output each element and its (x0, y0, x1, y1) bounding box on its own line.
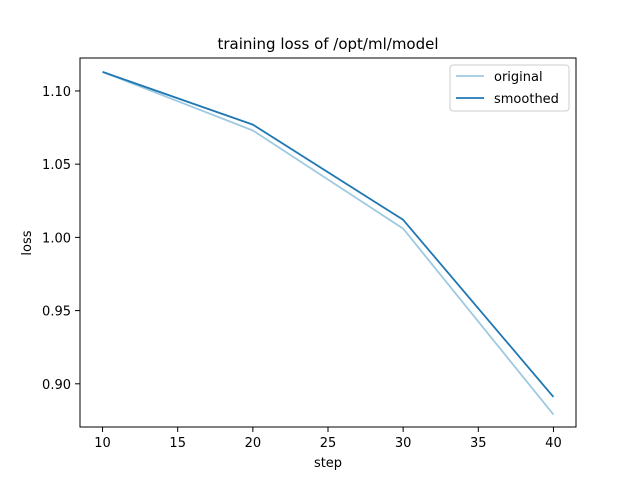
y-tick-label: 0.90 (42, 378, 71, 393)
x-tick-label: 30 (395, 436, 412, 451)
chart-title: training loss of /opt/ml/model (217, 35, 438, 53)
series-line-original (102, 71, 555, 416)
y-axis: 0.90 0.95 1.00 1.05 1.10 (42, 85, 80, 393)
plot-area (102, 71, 555, 416)
series-line-smoothed (102, 71, 555, 398)
x-tick-label: 25 (320, 436, 337, 451)
x-tick-label: 40 (545, 436, 562, 451)
legend: original smoothed (449, 64, 570, 112)
x-axis: 10 15 20 25 30 35 40 (94, 427, 562, 451)
y-tick-label: 1.00 (42, 231, 71, 246)
y-tick-label: 1.10 (42, 85, 71, 100)
y-tick-label: 0.95 (42, 305, 71, 320)
x-tick-label: 15 (169, 436, 186, 451)
y-axis-label: loss (20, 230, 35, 255)
x-tick-label: 20 (245, 436, 262, 451)
x-tick-label: 35 (470, 436, 487, 451)
x-axis-label: step (314, 456, 342, 471)
legend-entry-original: original (494, 70, 543, 85)
y-tick-label: 1.05 (42, 158, 71, 173)
legend-entry-smoothed: smoothed (494, 92, 559, 107)
x-tick-label: 10 (94, 436, 111, 451)
